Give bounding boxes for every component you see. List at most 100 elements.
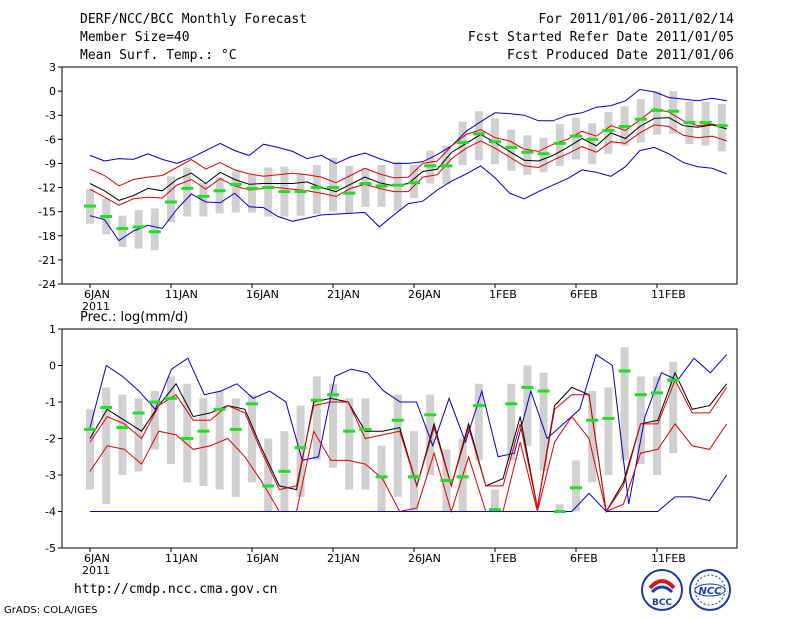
ensemble-marker: [327, 393, 339, 397]
spread-box: [183, 383, 192, 483]
spread-box: [199, 182, 208, 217]
x-tick-label: 11JAN: [165, 552, 198, 565]
spread-box: [539, 372, 548, 472]
spread-box: [150, 208, 159, 251]
header-left-line1: DERF/NCC/BCC Monthly Forecast: [80, 12, 307, 27]
y-tick-label: -9: [45, 157, 56, 170]
spread-box: [118, 215, 127, 248]
ensemble-marker: [359, 427, 372, 431]
y-tick-label: -6: [45, 133, 56, 146]
ensemble-marker: [618, 124, 631, 128]
ensemble-marker: [521, 385, 534, 389]
ensemble-marker: [586, 418, 599, 422]
ensemble-marker: [116, 426, 129, 430]
ensemble-marker: [359, 182, 372, 186]
ensemble-marker: [651, 108, 663, 112]
spread-box: [102, 387, 111, 505]
spread-box: [264, 167, 273, 217]
ensemble-marker: [294, 190, 307, 194]
spread-box: [248, 394, 256, 483]
spread-box: [329, 157, 337, 212]
series-max-line: [89, 353, 728, 505]
ensemble-marker: [489, 508, 501, 512]
x-tick-label: 21JAN: [327, 288, 360, 301]
ensemble-marker: [440, 478, 453, 482]
spread-box: [588, 391, 597, 483]
ensemble-marker: [537, 389, 550, 393]
spread-box: [296, 405, 305, 497]
y-tick-label: -4: [45, 506, 56, 519]
x-tick-label: 26JAN: [408, 288, 441, 301]
y-tick-label: -5: [45, 542, 56, 555]
spread-box: [474, 383, 483, 461]
ensemble-marker: [116, 227, 129, 231]
y-tick-label: -12: [38, 182, 56, 195]
y-tick-label: 0: [49, 85, 56, 98]
x-tick-label: 1FEB: [489, 552, 517, 565]
x-tick-label: 6JAN: [84, 288, 110, 301]
footer-url[interactable]: http://cmdp.ncc.cma.gov.cn: [74, 582, 278, 597]
x-tick-label: 11JAN: [165, 288, 198, 301]
ensemble-marker: [391, 418, 404, 422]
y-tick-label: -21: [38, 254, 56, 267]
ensemble-marker: [197, 429, 210, 433]
spread-box: [572, 460, 580, 512]
spread-box: [604, 112, 613, 154]
spread-box: [312, 376, 321, 461]
y-tick-label: -3: [45, 109, 56, 122]
spread-box: [653, 376, 661, 475]
spread-box: [393, 394, 402, 497]
ensemble-marker: [634, 117, 647, 121]
x-tick-label: 6JAN: [84, 552, 110, 565]
series-max-line: [89, 88, 727, 164]
ensemble-marker: [132, 225, 145, 229]
ensemble-marker: [262, 484, 275, 488]
spread-box: [361, 398, 370, 490]
spread-box: [491, 489, 499, 512]
ensemble-marker: [505, 145, 518, 149]
ensemble-marker: [375, 475, 388, 479]
spread-box: [167, 376, 175, 465]
header-right-line3: Fcst Produced Date 2011/01/06: [507, 48, 734, 63]
spread-box: [410, 431, 418, 512]
spread-box: [426, 394, 435, 475]
spread-box: [167, 176, 175, 223]
x-year-label: 2011: [82, 564, 110, 577]
ensemble-marker: [375, 184, 388, 188]
spread-box: [150, 391, 159, 450]
header-left-line2: Member Size=40: [80, 30, 190, 45]
ensemble-marker: [181, 437, 194, 440]
x-tick-label: 6FEB: [570, 288, 598, 301]
ensemble-marker: [553, 510, 566, 513]
spread-box: [312, 165, 321, 215]
spread-box: [507, 129, 516, 171]
x-tick-label: 16JAN: [246, 552, 279, 565]
spread-box: [653, 91, 661, 135]
ensemble-marker: [181, 186, 194, 190]
spread-box: [507, 383, 516, 461]
ensemble-marker: [148, 400, 161, 404]
ensemble-marker: [343, 429, 356, 433]
spread-box: [183, 167, 192, 217]
spread-box: [377, 445, 386, 512]
ensemble-marker: [246, 402, 258, 406]
series-lower-line: [89, 415, 728, 514]
ensemble-marker: [440, 164, 453, 168]
series-upper-line: [89, 378, 728, 513]
spread-box: [345, 398, 354, 490]
ensemble-marker: [84, 204, 96, 208]
spread-box: [231, 171, 240, 213]
ncc-logo: NCC: [689, 569, 731, 611]
ensemble-marker: [262, 186, 275, 190]
x-year-label: 2011: [82, 300, 110, 313]
ensemble-marker: [100, 214, 113, 218]
spread-box: [86, 409, 94, 490]
spread-box: [248, 174, 256, 213]
ensemble-marker: [651, 391, 663, 395]
series-mean-line: [89, 371, 728, 513]
ensemble-marker: [521, 150, 534, 154]
chart-title: Prec.: log(mm/d): [80, 310, 188, 325]
ensemble-marker: [148, 230, 161, 234]
y-tick-label: -3: [45, 469, 56, 482]
